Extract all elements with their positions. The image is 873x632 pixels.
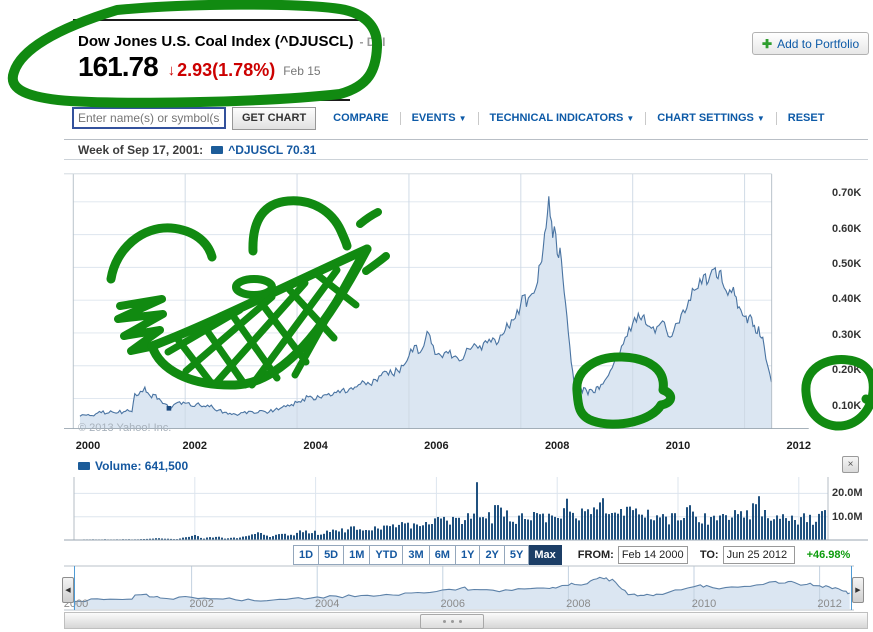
x-axis-label: 2010: [665, 440, 691, 452]
y-axis-label: 0.70K: [832, 187, 862, 200]
range-button-3m[interactable]: 3M: [403, 545, 430, 565]
chevron-down-icon: ▼: [458, 114, 467, 123]
range-selector-chart[interactable]: [64, 565, 854, 611]
range-end-marker: [851, 566, 852, 610]
main-price-chart[interactable]: [64, 162, 868, 458]
toolbar-links: COMPARE EVENTS ▼ TECHNICAL INDICATORS ▼ CHART…: [322, 111, 835, 125]
grip-dot-icon: [450, 620, 454, 623]
y-axis-label: 0.10K: [832, 399, 862, 412]
mini-line: [73, 576, 850, 603]
last-price: 161.78: [78, 51, 159, 82]
range-handle-right[interactable]: ▶: [852, 577, 864, 603]
range-button-1d[interactable]: 1D: [293, 545, 320, 565]
grip-dot-icon: [458, 620, 462, 623]
toolbar-link-events[interactable]: EVENTS ▼: [411, 112, 467, 124]
from-date-input[interactable]: [617, 546, 688, 564]
main-chart-legend: Week of Sep 17, 2001: ^DJUSCL 70.31: [64, 139, 868, 160]
series-swatch-icon: [211, 145, 224, 154]
y-axis-label: 0.30K: [832, 328, 862, 341]
quote-row: 161.78 ↓ 2.93(1.78%) Feb 15: [78, 52, 321, 82]
add-to-portfolio-label: Add to Portfolio: [777, 36, 860, 51]
to-label: TO:: [699, 549, 719, 561]
y-axis-label: 0.20K: [832, 364, 862, 377]
range-button-1y[interactable]: 1Y: [455, 545, 481, 565]
toolbar-link-reset[interactable]: RESET: [787, 112, 825, 124]
mini-x-label: 2002: [189, 598, 214, 610]
header-top-line: [73, 19, 372, 21]
add-to-portfolio-button[interactable]: ✚ Add to Portfolio: [752, 32, 870, 55]
x-axis-label: 2000: [75, 440, 101, 452]
title-exchange-suffix: - DJI: [359, 35, 386, 49]
to-date-input[interactable]: [722, 546, 795, 564]
mini-x-label: 2012: [817, 598, 842, 610]
volume-y-label: 10.0M: [832, 510, 863, 523]
range-button-6m[interactable]: 6M: [429, 545, 456, 565]
header-bottom-line: [73, 99, 350, 101]
mini-x-label: 2000: [63, 598, 89, 610]
toolbar-link-chart-settings[interactable]: CHART SETTINGS ▼: [657, 112, 765, 124]
price-line: [79, 196, 772, 417]
y-axis-label: 0.50K: [832, 258, 862, 270]
legend-date-label: Week of Sep 17, 2001:: [78, 142, 204, 157]
hover-point-marker: [166, 405, 172, 411]
grip-dot-icon: [442, 620, 446, 623]
x-axis-label: 2002: [182, 440, 208, 452]
volume-legend: Volume: 641,500: [64, 457, 188, 475]
chevron-down-icon: ▼: [626, 114, 635, 123]
from-label: FROM:: [577, 549, 614, 561]
price-change: 2.93(1.78%): [177, 60, 276, 80]
volume-swatch-icon: [78, 462, 90, 470]
close-icon: ×: [847, 458, 854, 470]
toolbar-divider: [645, 111, 647, 125]
mini-x-label: 2010: [691, 598, 717, 610]
toolbar-divider: [477, 111, 479, 125]
pan-handle-button[interactable]: [420, 614, 484, 629]
y-axis-label: 0.60K: [832, 222, 862, 235]
range-button-max[interactable]: Max: [529, 545, 562, 565]
range-button-ytd[interactable]: YTD: [370, 545, 404, 565]
x-axis-label: 2004: [303, 440, 328, 452]
range-button-5d[interactable]: 5D: [319, 545, 345, 565]
toolbar-divider: [399, 111, 401, 125]
range-button-2y[interactable]: 2Y: [480, 545, 505, 565]
page-title: Dow Jones U.S. Coal Index (^DJUSCL) - DJI: [78, 33, 385, 50]
copyright-watermark: © 2013 Yahoo! Inc.: [78, 422, 172, 434]
index-name: Dow Jones U.S. Coal Index (^DJUSCL): [78, 33, 354, 50]
y-axis-label: 0.40K: [832, 293, 862, 306]
toolbar-link-technical-indicators[interactable]: TECHNICAL INDICATORS ▼: [489, 112, 635, 124]
chevron-down-icon: ▼: [756, 114, 765, 123]
mini-x-label: 2006: [440, 598, 466, 610]
x-axis-label: 2012: [786, 440, 812, 452]
mini-x-label: 2004: [314, 598, 340, 610]
legend-symbol-value: ^DJUSCL 70.31: [228, 142, 317, 157]
price-area-fill: [79, 196, 772, 429]
range-start-marker: [74, 566, 75, 610]
volume-y-label: 20.0M: [832, 487, 863, 500]
toolbar-link-compare[interactable]: COMPARE: [333, 112, 389, 124]
x-axis-label: 2006: [424, 440, 449, 452]
range-change-percent: +46.98%: [806, 549, 851, 561]
x-axis-label: 2008: [544, 440, 570, 452]
chart-toolbar: GET CHART COMPARE EVENTS▼ TECHNICAL INDICA…: [72, 105, 835, 131]
get-chart-button[interactable]: GET CHART: [232, 106, 317, 130]
volume-close-button[interactable]: ×: [842, 456, 859, 473]
range-button-1m[interactable]: 1M: [344, 545, 371, 565]
quote-date: Feb 15: [283, 64, 321, 78]
volume-chart[interactable]: [64, 476, 868, 542]
range-handle-left[interactable]: ◀: [62, 577, 74, 603]
toolbar-divider: [775, 111, 777, 125]
down-arrow-icon: ↓: [167, 62, 176, 79]
symbol-search-input[interactable]: [72, 107, 226, 129]
range-button-5y[interactable]: 5Y: [504, 545, 530, 565]
mini-x-label: 2008: [566, 598, 591, 610]
volume-legend-value: Volume: 641,500: [95, 459, 189, 473]
plus-icon: ✚: [762, 36, 773, 51]
range-buttons: 1D 5D 1M YTD 3M 6M 1Y 2Y 5Y Max: [293, 545, 562, 565]
